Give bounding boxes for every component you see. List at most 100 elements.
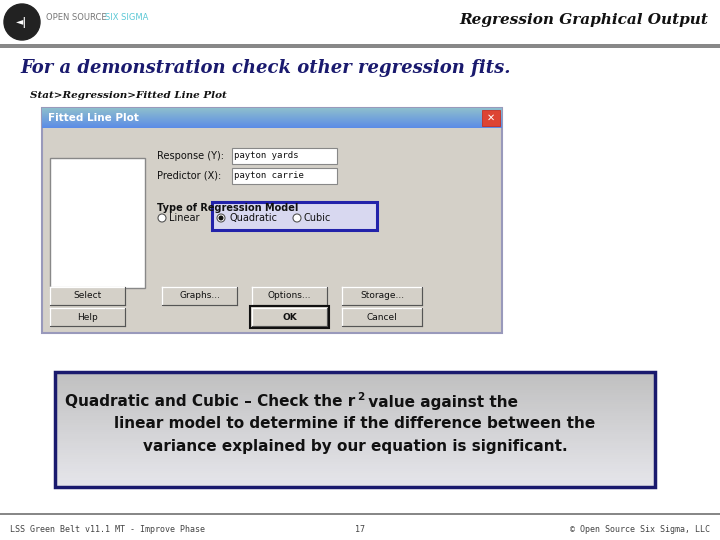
Bar bbox=[42, 119, 502, 120]
Bar bbox=[55, 427, 655, 429]
Bar bbox=[55, 383, 655, 386]
Bar bbox=[50, 308, 125, 326]
Bar bbox=[55, 438, 655, 441]
Circle shape bbox=[293, 214, 301, 222]
Bar bbox=[55, 472, 655, 476]
Bar bbox=[42, 118, 502, 119]
Text: Quadratic and Cubic – Check the r: Quadratic and Cubic – Check the r bbox=[65, 395, 355, 409]
Bar bbox=[232, 168, 337, 184]
Bar bbox=[55, 443, 655, 445]
Bar bbox=[55, 410, 655, 414]
Bar bbox=[42, 108, 502, 333]
Bar bbox=[42, 123, 502, 124]
Bar bbox=[55, 379, 655, 381]
Bar bbox=[55, 441, 655, 443]
Text: Quadratic: Quadratic bbox=[229, 213, 277, 223]
Bar bbox=[250, 306, 329, 328]
Bar bbox=[55, 475, 655, 478]
Bar bbox=[55, 470, 655, 473]
Bar bbox=[42, 110, 502, 111]
Bar bbox=[55, 401, 655, 404]
Text: 2: 2 bbox=[357, 392, 364, 402]
Bar bbox=[55, 468, 655, 471]
Bar bbox=[55, 404, 655, 407]
Bar bbox=[55, 415, 655, 418]
Bar bbox=[55, 397, 655, 400]
Bar bbox=[55, 376, 655, 379]
Bar bbox=[55, 424, 655, 427]
Text: Regression Graphical Output: Regression Graphical Output bbox=[459, 13, 708, 27]
Text: LSS Green Belt v11.1 MT - Improve Phase: LSS Green Belt v11.1 MT - Improve Phase bbox=[10, 525, 205, 535]
Bar bbox=[42, 108, 502, 109]
Bar bbox=[55, 459, 655, 462]
Bar bbox=[55, 477, 655, 480]
Text: Storage...: Storage... bbox=[360, 292, 404, 300]
Bar bbox=[162, 287, 237, 305]
Text: Select: Select bbox=[73, 292, 102, 300]
Bar bbox=[55, 381, 655, 383]
Text: linear model to determine if the difference between the: linear model to determine if the differe… bbox=[114, 416, 595, 431]
Text: variance explained by our equation is significant.: variance explained by our equation is si… bbox=[143, 438, 567, 454]
Bar bbox=[55, 448, 655, 450]
Circle shape bbox=[158, 214, 166, 222]
Bar bbox=[252, 308, 327, 326]
Bar bbox=[55, 429, 655, 432]
Text: value against the: value against the bbox=[363, 395, 518, 409]
Bar bbox=[0, 512, 720, 515]
Bar bbox=[42, 114, 502, 115]
Text: OK: OK bbox=[282, 313, 297, 321]
Bar bbox=[42, 127, 502, 128]
Text: Predictor (X):: Predictor (X): bbox=[157, 171, 221, 181]
Bar bbox=[55, 450, 655, 453]
Bar bbox=[42, 125, 502, 126]
Bar bbox=[55, 482, 655, 485]
Bar bbox=[55, 408, 655, 411]
Bar bbox=[42, 122, 502, 123]
Bar bbox=[55, 445, 655, 448]
Bar bbox=[55, 399, 655, 402]
Bar bbox=[42, 109, 502, 110]
Text: SIX SIGMA: SIX SIGMA bbox=[105, 14, 148, 23]
Bar bbox=[50, 158, 145, 288]
Bar bbox=[55, 395, 655, 397]
Text: For a demonstration check other regression fits.: For a demonstration check other regressi… bbox=[20, 59, 510, 77]
Bar bbox=[55, 434, 655, 436]
Bar bbox=[55, 466, 655, 469]
Text: OPEN SOURCE: OPEN SOURCE bbox=[46, 14, 109, 23]
Bar bbox=[55, 372, 655, 374]
Bar bbox=[55, 452, 655, 455]
Text: Response (Y):: Response (Y): bbox=[157, 151, 224, 161]
Bar bbox=[55, 480, 655, 482]
Text: Cubic: Cubic bbox=[304, 213, 331, 223]
Bar bbox=[252, 287, 327, 305]
Bar bbox=[42, 112, 502, 113]
Bar bbox=[212, 202, 377, 230]
Bar bbox=[55, 386, 655, 388]
Circle shape bbox=[218, 215, 223, 220]
Text: Stat>Regression>Fitted Line Plot: Stat>Regression>Fitted Line Plot bbox=[30, 91, 227, 99]
Bar bbox=[55, 388, 655, 390]
Bar bbox=[55, 463, 655, 467]
Bar bbox=[42, 126, 502, 127]
Circle shape bbox=[4, 4, 40, 40]
Circle shape bbox=[217, 214, 225, 222]
Bar bbox=[55, 422, 655, 425]
Text: © Open Source Six Sigma, LLC: © Open Source Six Sigma, LLC bbox=[570, 525, 710, 535]
Bar bbox=[342, 287, 422, 305]
Bar bbox=[55, 431, 655, 434]
Bar bbox=[42, 113, 502, 114]
Bar bbox=[50, 287, 125, 305]
Bar bbox=[55, 461, 655, 464]
Bar bbox=[55, 484, 655, 487]
Bar bbox=[42, 121, 502, 122]
Bar bbox=[55, 457, 655, 460]
Text: Options...: Options... bbox=[268, 292, 311, 300]
Text: payton yards: payton yards bbox=[234, 152, 299, 160]
Bar bbox=[42, 115, 502, 116]
Text: payton carrie: payton carrie bbox=[234, 172, 304, 180]
Bar bbox=[0, 44, 720, 48]
Text: ✕: ✕ bbox=[487, 113, 495, 123]
Bar bbox=[42, 117, 502, 118]
Bar bbox=[55, 420, 655, 423]
Text: Help: Help bbox=[77, 313, 98, 321]
